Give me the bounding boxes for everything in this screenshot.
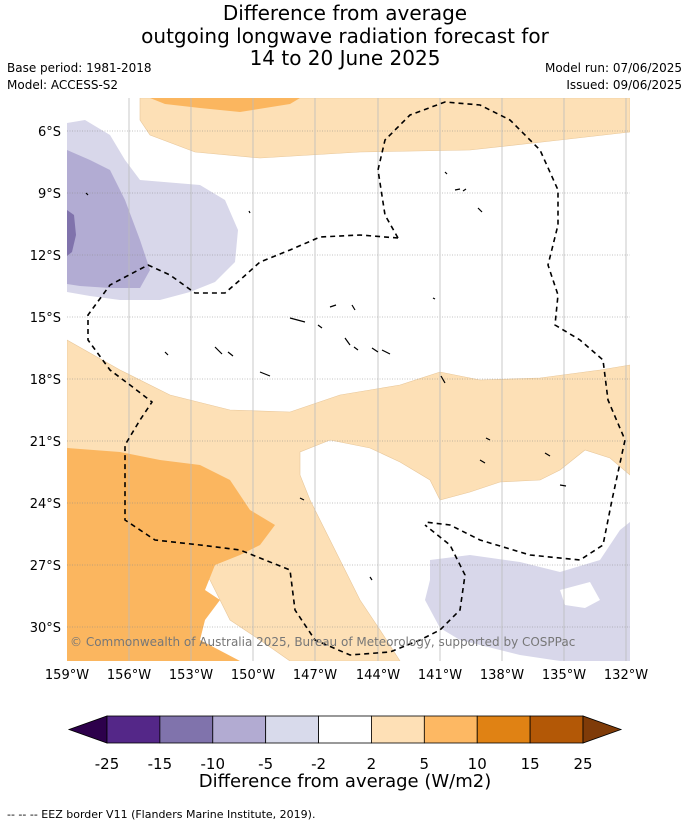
colorbar-tick-label: -10 <box>200 755 226 773</box>
colorbar-tick-label: -25 <box>94 755 120 773</box>
chart-title: Difference from average outgoing longwav… <box>0 2 690 70</box>
lat-label: 27°S <box>30 559 61 574</box>
model-run-text: Model run: 07/06/2025 <box>544 61 682 75</box>
colorbar-tick-label: 2 <box>366 755 377 773</box>
lat-label: 12°S <box>30 249 61 264</box>
map-layers: © Commonwealth of Australia 2025, Bureau… <box>67 98 630 661</box>
islands <box>85 171 567 581</box>
colorbar-swatch <box>318 715 372 744</box>
orange-light-region-north <box>139 98 630 159</box>
colorbar-under-arrow <box>67 715 108 744</box>
purple-dark-region <box>67 210 76 256</box>
colorbar-tick-label: 5 <box>419 755 430 773</box>
orange-light-region-central <box>67 339 630 661</box>
eez-legend-text: -- -- -- EEZ border V11 (Flanders Marine… <box>7 808 316 821</box>
colorbar <box>67 715 623 744</box>
colorbar-swatch <box>476 715 531 744</box>
colorbar-tick-label: -5 <box>258 755 274 773</box>
lon-label: 141°W <box>418 668 462 683</box>
lon-labels: 159°W 156°W 153°W 150°W 147°W 144°W 141°… <box>45 668 648 683</box>
lon-label: 135°W <box>542 668 586 683</box>
base-period-text: Base period: 1981-2018 <box>7 61 152 75</box>
lon-label: 153°W <box>169 668 213 683</box>
title-line-2: outgoing longwave radiation forecast for <box>141 23 549 48</box>
colorbar-swatch <box>159 715 214 744</box>
eez-borders <box>87 101 626 656</box>
colorbar-swatch <box>423 715 478 744</box>
colorbar-tick-label: -2 <box>311 755 327 773</box>
meta-left: Base period: 1981-2018 Model: ACCESS-S2 <box>7 60 152 94</box>
colorbar-tick-label: -15 <box>147 755 173 773</box>
lat-label: 6°S <box>38 125 61 140</box>
colorbar-over-arrow <box>582 715 623 744</box>
meridians <box>128 98 627 661</box>
title-line-1: Difference from average <box>222 1 468 25</box>
lat-label: 24°S <box>30 497 61 512</box>
lon-label: 156°W <box>107 668 151 683</box>
lat-label: 30°S <box>30 621 61 636</box>
meta-right: Model run: 07/06/2025 Issued: 09/06/2025 <box>545 60 682 94</box>
orange-mid-region-southwest <box>67 448 275 661</box>
colorbar-tick-label: 25 <box>573 755 593 773</box>
lon-label: 138°W <box>480 668 524 683</box>
colorbar-title: Difference from average (W/m2) <box>198 771 492 792</box>
white-pocket-southeast <box>560 582 600 608</box>
colorbar-swatch <box>265 715 319 744</box>
colorbar-swatch <box>529 715 584 744</box>
lon-label: 132°W <box>604 668 648 683</box>
colorbar-swatch <box>106 715 161 744</box>
lat-label: 9°S <box>38 187 61 202</box>
lat-label: 21°S <box>30 435 61 450</box>
title-line-3: 14 to 20 June 2025 <box>249 46 441 70</box>
colorbar-swatch <box>212 715 267 744</box>
colorbar-tick-label: 15 <box>520 755 540 773</box>
lon-label: 144°W <box>356 668 400 683</box>
lon-label: 150°W <box>231 668 275 683</box>
colorbar-swatch <box>371 715 425 744</box>
lon-label: 159°W <box>45 668 89 683</box>
lat-labels: 6°S 9°S 12°S 15°S 18°S 21°S 24°S 27°S 30… <box>30 125 61 636</box>
lat-label: 18°S <box>30 373 61 388</box>
colorbar-tick-label: 10 <box>467 755 487 773</box>
lat-label: 15°S <box>30 311 61 326</box>
copyright-text: © Commonwealth of Australia 2025, Bureau… <box>70 635 575 649</box>
orange-mid-region-north <box>150 98 300 112</box>
issued-text: Issued: 09/06/2025 <box>566 78 682 92</box>
model-text: Model: ACCESS-S2 <box>7 78 119 92</box>
purple-light-region-southeast <box>425 522 630 661</box>
lon-label: 147°W <box>293 668 337 683</box>
